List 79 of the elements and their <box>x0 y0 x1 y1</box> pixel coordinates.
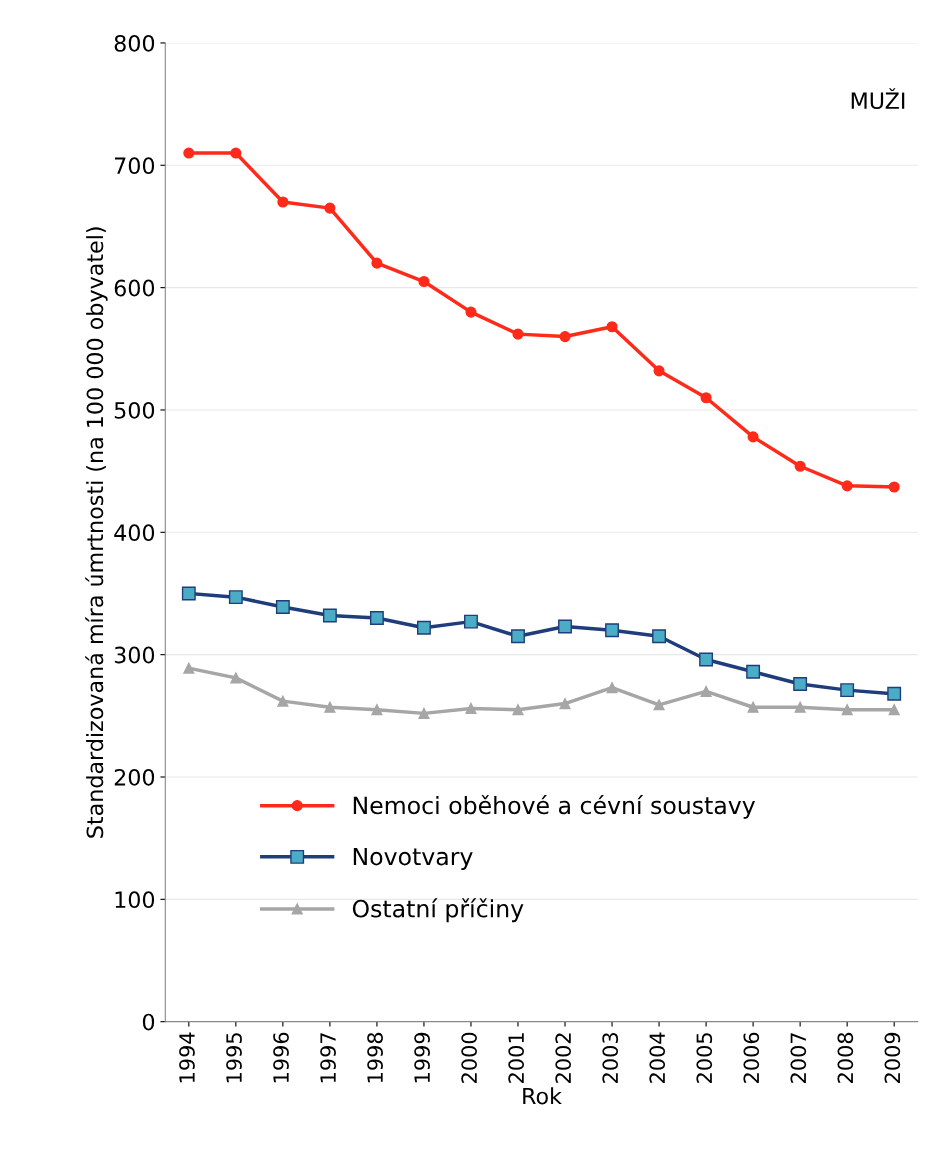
y-tick-label: 300 <box>114 646 155 664</box>
point <box>277 695 289 707</box>
point <box>794 460 806 472</box>
x-tick-label: 2008 <box>837 1032 854 1083</box>
point <box>653 699 665 711</box>
y-tick-label: 200 <box>114 768 155 786</box>
point <box>605 623 619 638</box>
point <box>371 704 383 716</box>
point <box>793 677 808 691</box>
point <box>418 707 430 719</box>
annotation: MUŽI <box>851 88 905 110</box>
y-tick-label: 100 <box>115 891 155 909</box>
y-tick-label: 700 <box>114 157 155 175</box>
x-tick-label: 1994 <box>179 1032 195 1083</box>
point <box>746 664 761 679</box>
point <box>464 614 478 629</box>
point <box>747 701 759 713</box>
point <box>794 701 806 713</box>
x-tick-label: 1996 <box>273 1032 289 1083</box>
point <box>230 672 242 684</box>
point <box>559 331 571 343</box>
point <box>606 321 618 333</box>
x-tick-label: 1999 <box>414 1032 430 1083</box>
x-tick-label: 2006 <box>743 1032 760 1083</box>
point <box>700 685 712 697</box>
point <box>230 147 242 159</box>
point <box>841 704 853 716</box>
legend-label: Novotvary <box>353 847 473 870</box>
x-axis-title: Rok <box>523 1087 562 1105</box>
point <box>418 275 430 288</box>
point <box>700 392 712 404</box>
point <box>841 480 853 492</box>
point <box>512 328 524 340</box>
legend-label: Ostatní příčiny <box>352 898 524 923</box>
point <box>371 257 383 269</box>
point <box>653 365 665 377</box>
point <box>559 698 571 710</box>
x-tick-label: 2003 <box>602 1033 619 1083</box>
x-tick-label: 2005 <box>696 1033 713 1083</box>
point <box>699 652 714 667</box>
point <box>324 701 336 713</box>
x-tick-label: 2000 <box>461 1032 478 1083</box>
point <box>887 686 902 701</box>
y-axis-title: Standardizovaná míra úmrtnosti (na 100 000 obyvatel) <box>85 227 108 838</box>
point <box>465 306 477 318</box>
x-tick-label: 2001 <box>508 1033 525 1083</box>
y-tick-label: 600 <box>114 279 155 297</box>
point <box>275 600 290 614</box>
point <box>324 202 336 214</box>
x-tick-label: 2002 <box>555 1033 572 1083</box>
point <box>558 619 572 634</box>
point <box>369 611 384 625</box>
x-tick-label: 1998 <box>367 1032 383 1083</box>
point <box>840 683 855 698</box>
point <box>322 608 337 623</box>
point <box>888 481 900 493</box>
point <box>277 196 289 208</box>
x-tick-label: 2009 <box>884 1032 901 1083</box>
point <box>652 629 667 644</box>
point <box>465 702 477 715</box>
y-tick-label: 800 <box>114 34 155 52</box>
x-tick-label: 1995 <box>226 1033 242 1083</box>
point <box>747 431 759 443</box>
y-tick-label: 0 <box>142 1013 155 1031</box>
point <box>511 629 525 644</box>
point <box>183 662 195 674</box>
point <box>183 147 195 159</box>
point <box>181 586 196 601</box>
point <box>228 590 243 605</box>
legend-label: Nemoci oběhové a cévní soustavy <box>353 795 756 819</box>
point <box>416 620 431 635</box>
y-tick-label: 400 <box>114 524 155 542</box>
x-tick-label: 2004 <box>649 1032 666 1083</box>
x-tick-label: 2007 <box>790 1033 807 1083</box>
point <box>606 682 618 694</box>
x-tick-label: 1997 <box>320 1033 336 1083</box>
point <box>512 704 524 716</box>
point <box>888 704 900 716</box>
y-tick-label: 500 <box>114 401 155 419</box>
